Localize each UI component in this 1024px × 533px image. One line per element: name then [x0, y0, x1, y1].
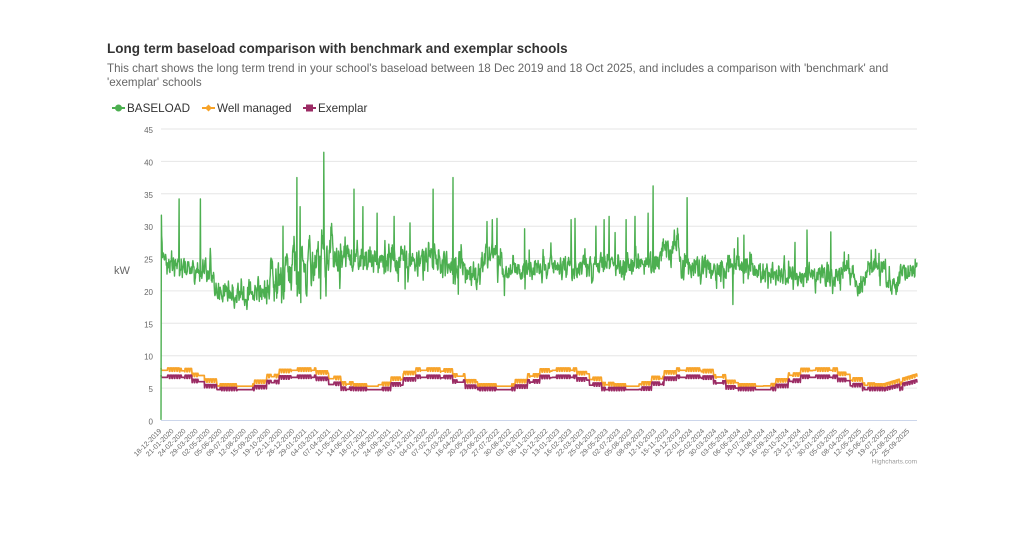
- svg-text:kW: kW: [114, 265, 131, 277]
- svg-text:Highcharts.com: Highcharts.com: [872, 459, 917, 466]
- svg-text:30: 30: [144, 223, 153, 232]
- svg-text:45: 45: [144, 126, 153, 135]
- svg-text:10: 10: [144, 353, 153, 362]
- svg-text:5: 5: [149, 385, 154, 394]
- svg-text:25: 25: [144, 256, 153, 265]
- svg-text:40: 40: [144, 158, 153, 167]
- svg-text:15: 15: [144, 320, 153, 329]
- svg-text:35: 35: [144, 191, 153, 200]
- svg-text:20: 20: [144, 288, 153, 297]
- svg-text:0: 0: [149, 418, 154, 427]
